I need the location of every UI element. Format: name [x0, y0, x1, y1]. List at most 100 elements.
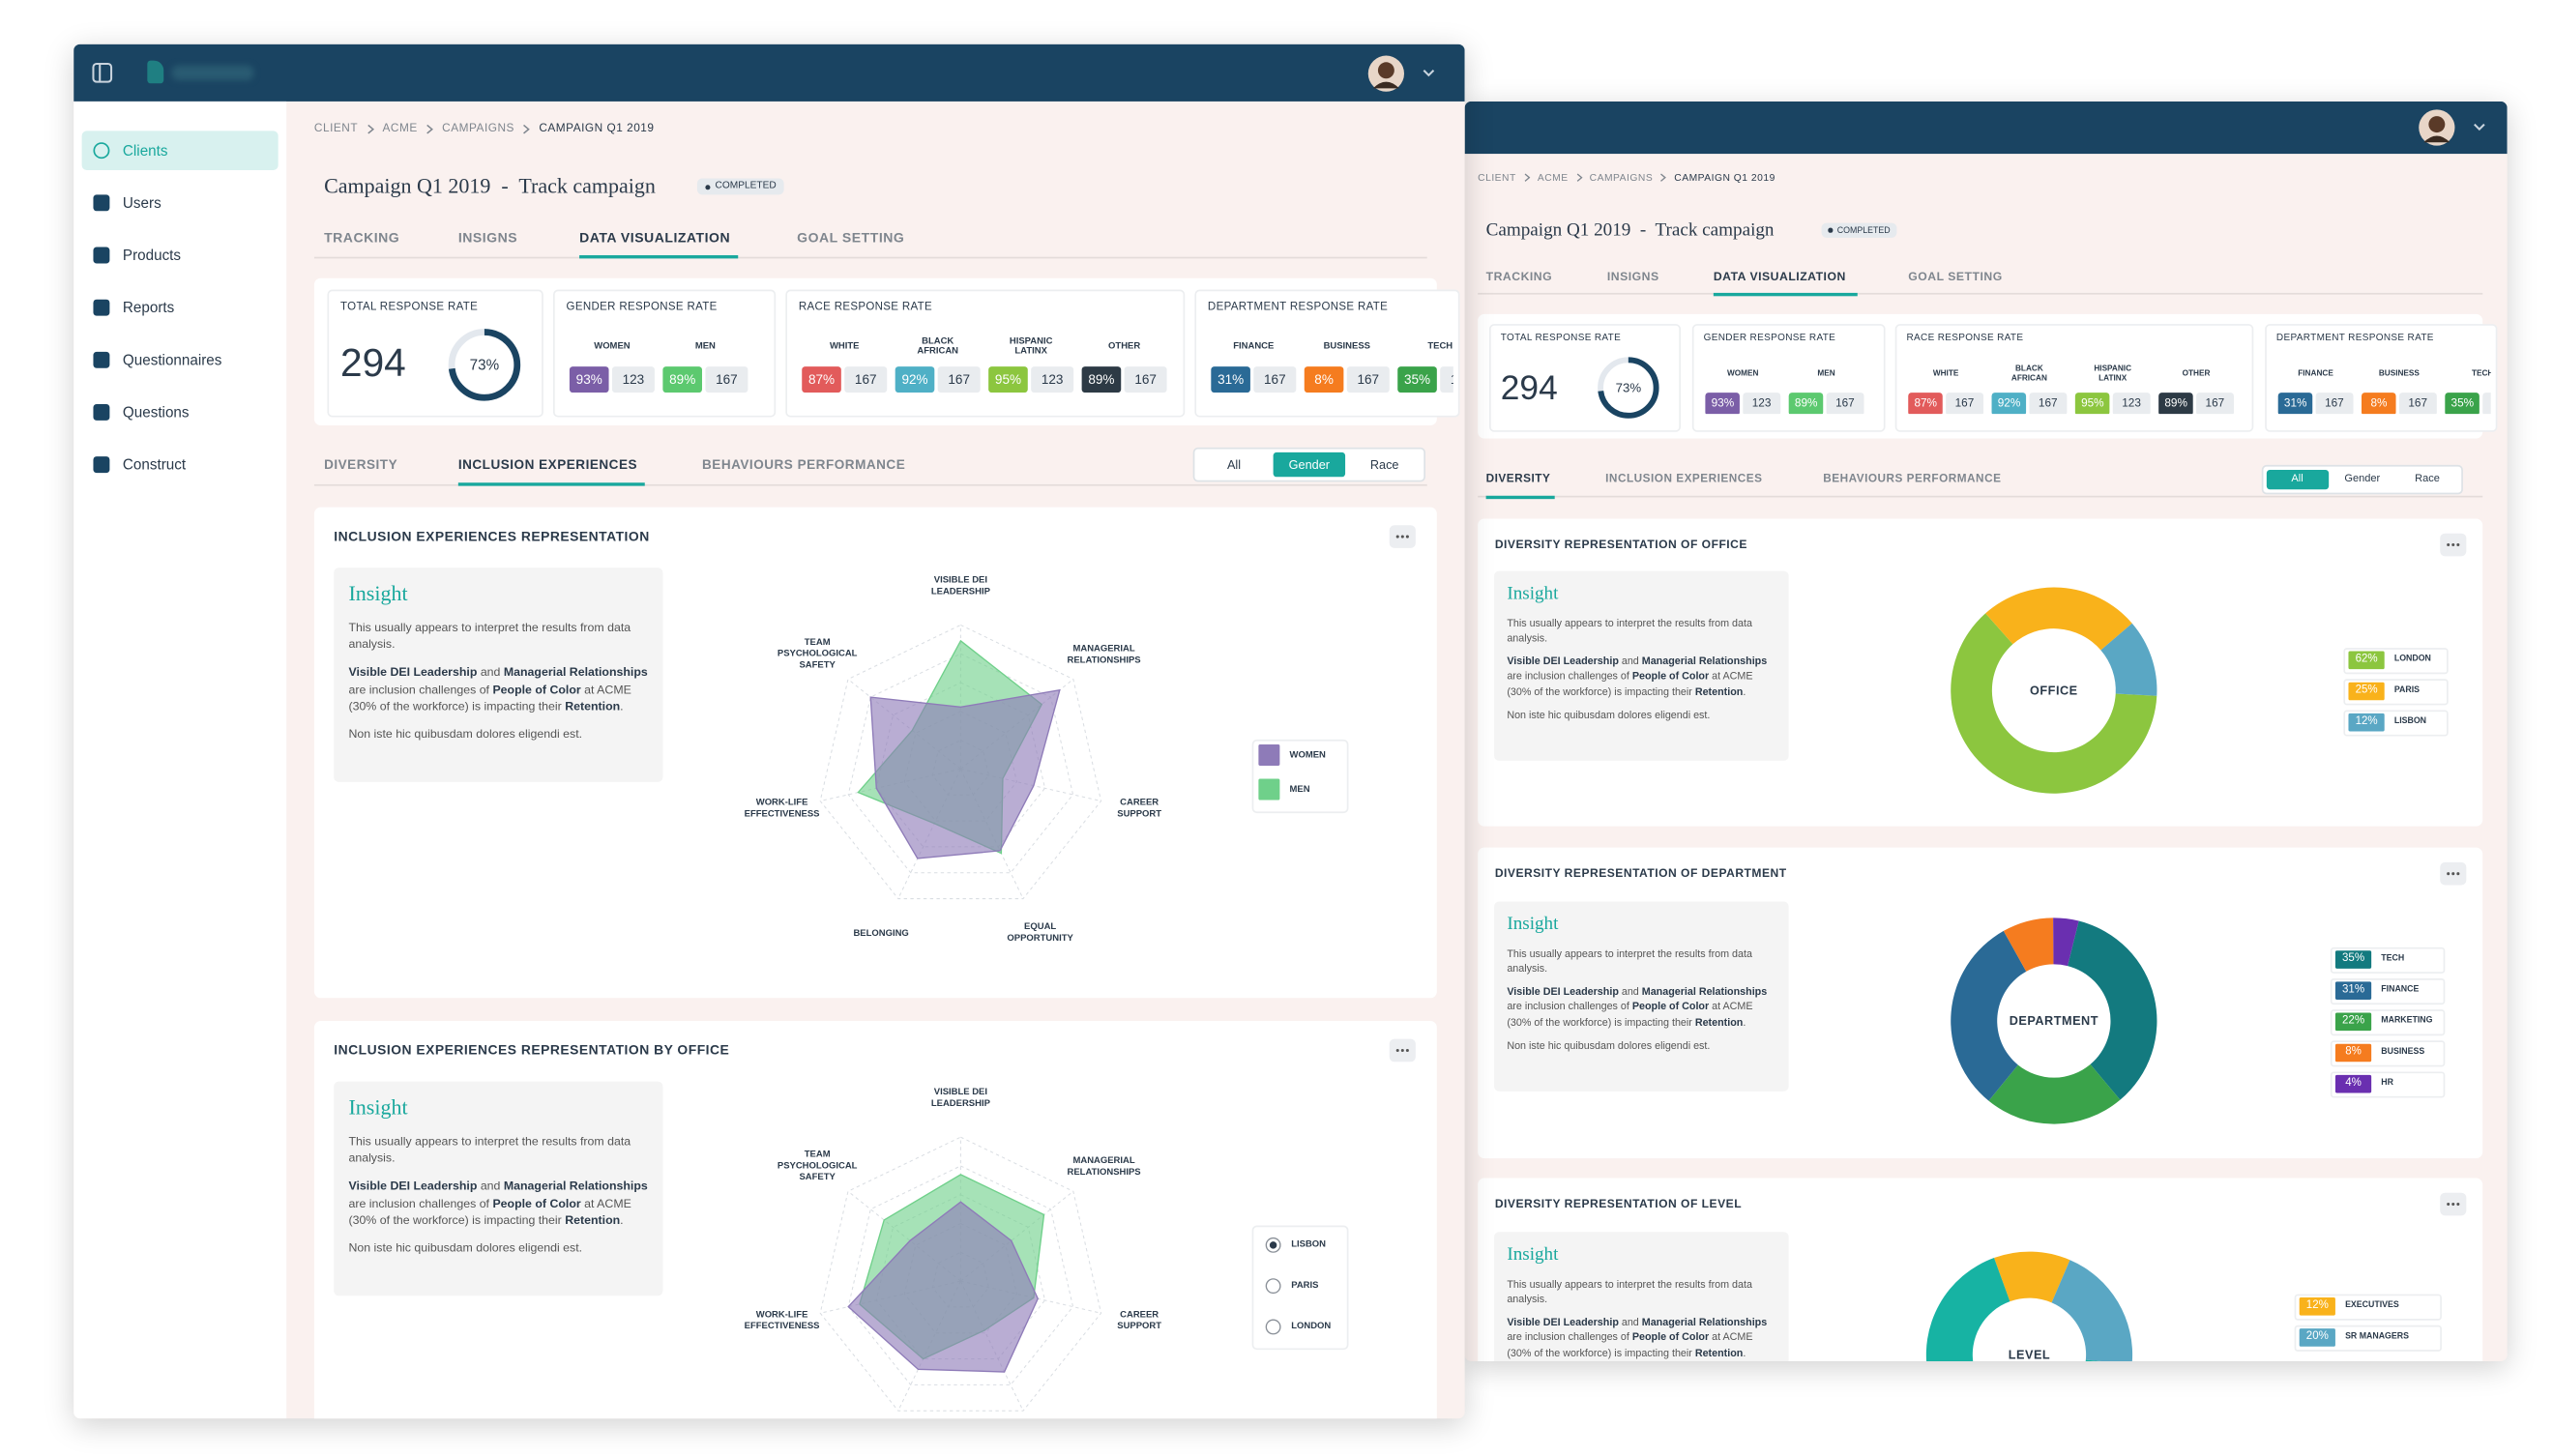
donut-chart [1951, 917, 2157, 1124]
legend-swatch [2348, 681, 2385, 700]
axis-label: RELATIONSHIPS [1067, 655, 1141, 666]
axis-label: MANAGERIAL [1072, 1155, 1135, 1167]
subtab[interactable]: INCLUSION EXPERIENCES [457, 457, 638, 473]
stat-items: WHITE 87% 167 BLACK AFRICAN 92% 167 HISPANIC LAT… [799, 327, 1179, 393]
legend-swatch [2348, 713, 2385, 731]
insight-intro: This usually appears to interpret the re… [1507, 618, 1752, 645]
legend-swatch [1258, 744, 1280, 767]
nav-item[interactable]: Questions [122, 404, 190, 421]
legend-label: TECH [2381, 953, 2405, 964]
insight-segment: at ACME (30% of the workforce) is impact… [1507, 1002, 1756, 1029]
filter-button[interactable]: Gender [2344, 473, 2381, 485]
app-window: Clients Users Products Reports Questionnaire… [73, 44, 1465, 1419]
nav-item[interactable]: Clients [122, 142, 168, 160]
insight-box: Insight This usually appears to interpret… [1494, 570, 1789, 761]
tab[interactable]: TRACKING [1485, 269, 1553, 284]
insight-emphasis: People of Color [1631, 671, 1710, 684]
stat-label: GENDER RESPONSE RATE [1703, 334, 1836, 344]
axis-label: CAREER [1120, 799, 1159, 809]
rate-badge [2158, 393, 2193, 415]
breadcrumb-separator [1524, 174, 1531, 183]
subtab[interactable]: DIVERSITY [324, 457, 398, 473]
toggle-frame [92, 62, 113, 83]
subtab[interactable]: INCLUSION EXPERIENCES [1605, 473, 1763, 485]
tab[interactable]: INSIGNS [1606, 269, 1659, 284]
tab[interactable]: TRACKING [324, 228, 400, 246]
filter-button[interactable]: Race [1369, 457, 1399, 473]
insight-emphasis: Managerial Relationships [503, 1178, 648, 1193]
insight-emphasis: Retention [1694, 1347, 1744, 1359]
nav-icon [93, 142, 110, 160]
donut-segment [2051, 1260, 2133, 1362]
insight-emphasis: People of Color [1631, 1002, 1710, 1014]
menu-dot [2446, 871, 2450, 875]
legend-label: PARIS [2393, 685, 2421, 696]
filter-button[interactable]: All [1226, 457, 1242, 473]
nav-item[interactable]: Products [122, 247, 182, 264]
avatar-body [1372, 80, 1399, 88]
nav-icon [93, 247, 110, 264]
menu-dot [1400, 1048, 1404, 1052]
legend-swatch [2334, 1042, 2372, 1062]
insight-outro: Non iste hic quibusdam dolores eligendi … [348, 725, 583, 742]
rate-value: 31% [1218, 372, 1245, 388]
filter-button[interactable]: All [2266, 469, 2329, 490]
breadcrumb-item[interactable]: CLIENT [1478, 172, 1516, 185]
tab[interactable]: GOAL SETTING [1908, 269, 2003, 284]
nav-item[interactable]: Questionnaires [122, 351, 222, 368]
panel-title: INCLUSION EXPERIENCES REPRESENTATION BY … [334, 1042, 730, 1059]
count-value: 167 [2408, 397, 2428, 410]
donut-segment [1925, 1258, 2101, 1362]
insight-heading: Insight [348, 1094, 408, 1120]
rate-value: 89% [1794, 397, 1818, 410]
rate-value: 8% [1314, 372, 1334, 388]
breadcrumb-item[interactable]: ACME [382, 123, 418, 135]
count-badge [844, 366, 888, 393]
donut-segment [2100, 623, 2157, 696]
count-badge [2196, 393, 2234, 415]
tab[interactable]: INSIGNS [457, 228, 518, 246]
tab[interactable]: GOAL SETTING [797, 228, 905, 246]
radio[interactable] [1265, 1278, 1281, 1295]
breadcrumb-item[interactable]: ACME [1537, 172, 1569, 185]
filter-button[interactable]: Gender [1273, 451, 1346, 478]
breadcrumb-item[interactable]: CLIENT [313, 123, 359, 135]
menu-dot [2446, 542, 2450, 546]
rate-badge [802, 366, 841, 393]
tab[interactable]: DATA VISUALIZATION [579, 228, 731, 246]
legend-label: BUSINESS [2381, 1047, 2425, 1058]
insight-outro: Non iste hic quibusdam dolores eligendi … [1507, 710, 1711, 722]
count-badge [705, 366, 748, 393]
axis-label: TEAM [804, 1150, 831, 1161]
legend-label: LISBON [1291, 1239, 1327, 1250]
subtab[interactable]: DIVERSITY [1485, 473, 1551, 485]
subtab[interactable]: BEHAVIOURS PERFORMANCE [702, 457, 906, 473]
legend-swatch [2299, 1296, 2335, 1315]
count-badge [1946, 393, 1983, 415]
count-value: 167 [716, 372, 738, 388]
status-badge: COMPLETED [696, 178, 785, 195]
donut-segment [2068, 920, 2157, 1100]
rate-badge [1081, 366, 1122, 393]
legend-label: WOMEN [1289, 749, 1326, 761]
nav-item[interactable]: Construct [122, 456, 187, 474]
tab[interactable]: DATA VISUALIZATION [1713, 269, 1846, 284]
count-badge [1346, 366, 1390, 393]
nav-item[interactable]: Reports [122, 299, 175, 316]
logo-mark [147, 60, 164, 84]
insight-segment: at ACME (30% of the workforce) is impact… [1507, 1332, 1756, 1359]
sidebar [73, 101, 287, 1419]
total-count: 294 [340, 341, 406, 387]
legend-swatch [2334, 949, 2372, 969]
item-name: LATINX [1014, 347, 1047, 358]
app-window: CLIENT ACME CAMPAIGNS CAMPAIGN Q1 2019 Campa… [1464, 101, 2508, 1362]
breadcrumb-item[interactable]: CAMPAIGNS [1589, 172, 1654, 185]
filter-button[interactable]: Race [2415, 473, 2440, 485]
nav-icon [93, 299, 110, 316]
radio[interactable] [1265, 1237, 1281, 1253]
insight-emphasis: Retention [565, 1212, 621, 1228]
radio[interactable] [1265, 1319, 1281, 1335]
breadcrumb-item[interactable]: CAMPAIGNS [442, 123, 514, 135]
nav-item[interactable]: Users [122, 194, 161, 212]
subtab[interactable]: BEHAVIOURS PERFORMANCE [1823, 473, 2002, 485]
